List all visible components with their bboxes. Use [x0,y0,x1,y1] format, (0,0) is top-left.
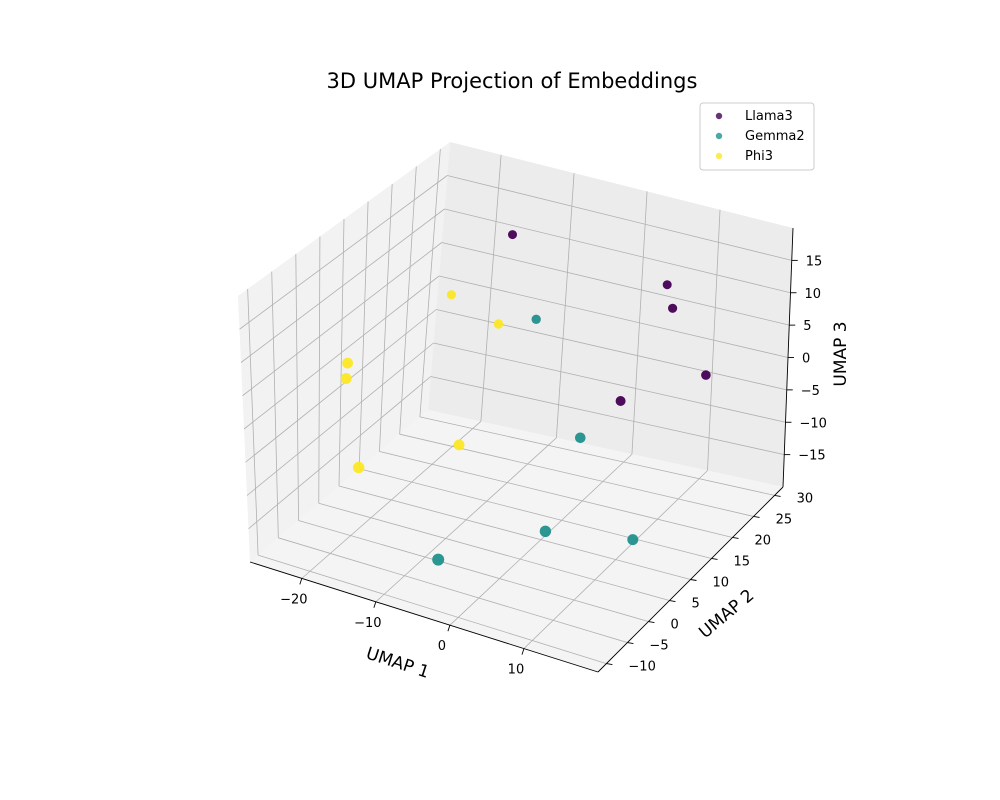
y-tick-label: 20 [755,533,772,548]
point-gemma2-3 [627,534,639,546]
z-tick-label: 5 [803,319,811,334]
point-llama3-2 [668,303,678,313]
chart-title: 3D UMAP Projection of Embeddings [327,69,698,93]
z-grid-left [246,342,434,496]
point-phi3-5 [453,439,465,451]
y-tick-mark [774,494,781,497]
y-tick-mark [669,600,676,602]
y-grid-floor [278,537,628,643]
x-tick-mark [299,578,303,585]
x-tick-mark [521,648,525,655]
point-llama3-0 [508,230,517,240]
z-tick-label: −15 [798,449,825,464]
y-grid-floor [338,485,691,580]
y-tick-label: −10 [628,660,655,675]
z-grid-back [438,275,789,358]
axes-lines [249,227,798,673]
z-tick-label: 0 [802,352,810,367]
x-tick-mark [373,601,377,608]
y-tick-label: −5 [649,639,668,654]
grid-lines [239,148,792,664]
z-grid-left [239,175,448,330]
legend-marker-gemma2 [715,132,723,140]
z-tick-label: 15 [806,254,823,269]
x-axis-label: UMAP 1 [363,644,431,683]
point-gemma2-4 [432,553,445,566]
z-grid-back [447,175,792,261]
y-grid-floor [257,554,607,664]
y-tick-label: 25 [776,512,793,527]
legend-marker-phi3 [715,152,723,160]
point-llama3-4 [701,370,711,380]
y-tick-label: 5 [691,597,699,612]
z-grid-left [242,242,442,397]
point-gemma2-0 [531,314,541,324]
z-grid-left [245,309,437,463]
point-phi3-0 [446,290,456,300]
x-tick-mark [447,625,451,632]
y-tick-mark [627,642,634,645]
y-grid-floor [298,520,649,622]
legend-label-phi3: Phi3 [745,149,773,164]
legend-label-llama3: Llama3 [745,109,793,124]
x-tick-label: −20 [280,592,307,607]
z-grid-back [433,342,786,423]
y-axis-label: UMAP 2 [695,586,758,643]
x-tick-label: 0 [438,639,446,654]
z-axis-label: UMAP 3 [831,321,851,386]
x-axis-line [249,561,599,673]
point-phi3-4 [353,461,365,474]
y-tick-mark [732,537,739,539]
y-grid-floor [379,451,733,538]
y-tick-mark [690,579,697,581]
point-phi3-3 [340,373,352,384]
legend-frame [699,102,815,171]
x-tick-label: −10 [354,616,381,631]
legend-marker-llama3 [715,112,723,120]
y-tick-label: 15 [734,554,751,569]
z-tick-label: −5 [801,384,820,399]
z-grid-left [240,208,445,363]
y-grid-floor [419,416,775,496]
floor-pane [250,410,783,672]
left-pane [238,142,450,562]
y-grid-floor [318,502,670,601]
back-pane [428,142,793,487]
z-tick-label: −10 [800,416,827,431]
z-grid-left [248,376,432,530]
point-gemma2-2 [539,525,552,537]
y-tick-mark [606,663,613,666]
legend: Llama3 Gemma2 Phi3 [699,102,815,171]
x-tick-label: 10 [508,663,525,678]
y-tick-mark [753,515,760,518]
axes-panes [238,142,793,672]
z-grid-back [444,208,791,294]
z-grid-back [430,376,785,456]
y-tick-label: 0 [670,618,678,633]
point-llama3-1 [662,280,672,290]
z-grid-back [441,242,790,326]
y-tick-mark [711,558,718,560]
z-tick-label: 10 [805,287,822,302]
y-grid-floor [359,468,712,559]
point-phi3-1 [493,319,504,329]
data-points [340,230,711,566]
y-tick-label: 30 [797,491,814,506]
point-gemma2-1 [575,432,586,444]
point-llama3-3 [615,396,626,406]
y-tick-label: 10 [713,576,730,591]
z-grid-left [243,275,440,430]
point-phi3-2 [342,357,353,369]
y-tick-mark [648,621,655,623]
legend-label-gemma2: Gemma2 [745,129,805,144]
